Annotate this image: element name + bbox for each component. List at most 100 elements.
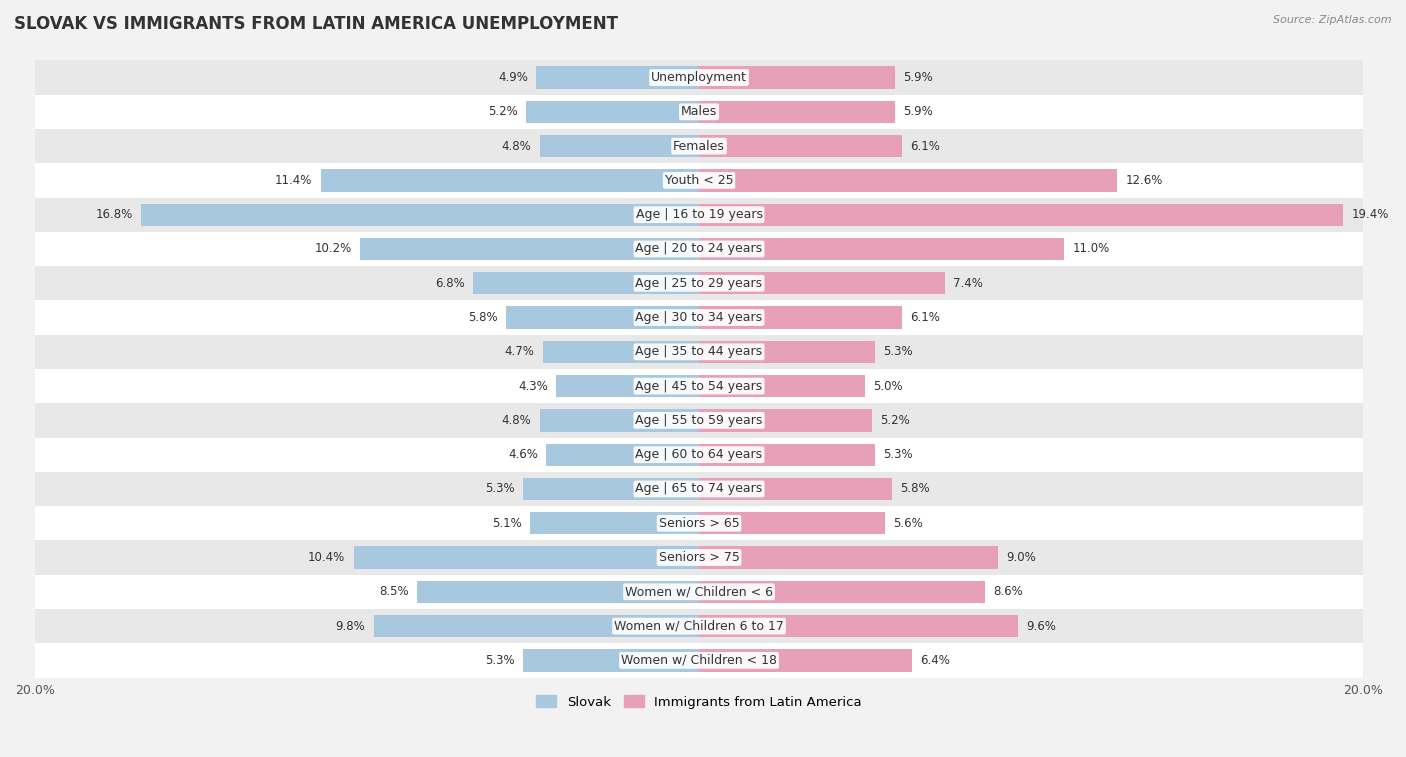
Text: 6.4%: 6.4%: [920, 654, 949, 667]
Bar: [699, 204, 1343, 226]
Text: 6.1%: 6.1%: [910, 311, 939, 324]
Text: 4.8%: 4.8%: [502, 414, 531, 427]
Text: 4.3%: 4.3%: [519, 379, 548, 393]
Text: 10.4%: 10.4%: [308, 551, 346, 564]
Text: 6.8%: 6.8%: [436, 277, 465, 290]
Text: 7.4%: 7.4%: [953, 277, 983, 290]
Text: 4.7%: 4.7%: [505, 345, 534, 358]
Bar: [35, 232, 1364, 266]
Bar: [35, 369, 1364, 403]
Legend: Slovak, Immigrants from Latin America: Slovak, Immigrants from Latin America: [531, 690, 868, 714]
Bar: [35, 643, 1364, 678]
Text: Seniors > 75: Seniors > 75: [658, 551, 740, 564]
Bar: [35, 438, 1364, 472]
Bar: [699, 238, 1064, 260]
Text: 8.6%: 8.6%: [993, 585, 1022, 598]
Text: Age | 45 to 54 years: Age | 45 to 54 years: [636, 379, 762, 393]
Bar: [474, 272, 699, 294]
Text: Age | 55 to 59 years: Age | 55 to 59 years: [636, 414, 762, 427]
Bar: [523, 650, 699, 671]
Text: Age | 65 to 74 years: Age | 65 to 74 years: [636, 482, 762, 496]
Bar: [536, 67, 699, 89]
Text: Seniors > 65: Seniors > 65: [658, 517, 740, 530]
Text: 4.8%: 4.8%: [502, 139, 531, 153]
Text: Males: Males: [681, 105, 717, 118]
Bar: [699, 375, 865, 397]
Text: 10.2%: 10.2%: [315, 242, 352, 255]
Text: Age | 35 to 44 years: Age | 35 to 44 years: [636, 345, 762, 358]
Bar: [699, 101, 896, 123]
Bar: [35, 164, 1364, 198]
Text: 4.6%: 4.6%: [508, 448, 538, 461]
Text: Age | 60 to 64 years: Age | 60 to 64 years: [636, 448, 762, 461]
Text: 8.5%: 8.5%: [378, 585, 409, 598]
Bar: [557, 375, 699, 397]
Bar: [35, 129, 1364, 164]
Text: 6.1%: 6.1%: [910, 139, 939, 153]
Bar: [699, 135, 901, 157]
Text: Unemployment: Unemployment: [651, 71, 747, 84]
Text: Youth < 25: Youth < 25: [665, 174, 734, 187]
Text: 11.0%: 11.0%: [1073, 242, 1109, 255]
Bar: [35, 609, 1364, 643]
Bar: [699, 67, 896, 89]
Bar: [35, 575, 1364, 609]
Bar: [526, 101, 699, 123]
Bar: [523, 478, 699, 500]
Bar: [699, 615, 1018, 637]
Bar: [547, 444, 699, 466]
Bar: [506, 307, 699, 329]
Text: 5.3%: 5.3%: [883, 345, 912, 358]
Text: 5.3%: 5.3%: [883, 448, 912, 461]
Text: Age | 30 to 34 years: Age | 30 to 34 years: [636, 311, 762, 324]
Bar: [699, 581, 984, 603]
Text: 5.0%: 5.0%: [873, 379, 903, 393]
Bar: [35, 472, 1364, 506]
Bar: [416, 581, 699, 603]
Text: Women w/ Children < 18: Women w/ Children < 18: [621, 654, 778, 667]
Text: 5.8%: 5.8%: [468, 311, 498, 324]
Bar: [699, 170, 1118, 192]
Bar: [35, 540, 1364, 575]
Bar: [540, 135, 699, 157]
Text: 12.6%: 12.6%: [1126, 174, 1163, 187]
Text: 5.6%: 5.6%: [893, 517, 924, 530]
Text: Age | 25 to 29 years: Age | 25 to 29 years: [636, 277, 762, 290]
Bar: [35, 198, 1364, 232]
Text: 9.0%: 9.0%: [1007, 551, 1036, 564]
Bar: [699, 272, 945, 294]
Bar: [35, 403, 1364, 438]
Bar: [35, 335, 1364, 369]
Bar: [699, 341, 875, 363]
Text: 5.3%: 5.3%: [485, 482, 515, 496]
Bar: [35, 95, 1364, 129]
Bar: [35, 506, 1364, 540]
Text: 9.8%: 9.8%: [336, 619, 366, 633]
Bar: [540, 410, 699, 431]
Text: 4.9%: 4.9%: [498, 71, 529, 84]
Text: Women w/ Children < 6: Women w/ Children < 6: [626, 585, 773, 598]
Bar: [699, 650, 911, 671]
Bar: [360, 238, 699, 260]
Bar: [699, 410, 872, 431]
Bar: [374, 615, 699, 637]
Text: 5.2%: 5.2%: [880, 414, 910, 427]
Bar: [354, 547, 699, 569]
Text: 16.8%: 16.8%: [96, 208, 134, 221]
Text: Females: Females: [673, 139, 725, 153]
Bar: [699, 307, 901, 329]
Text: Women w/ Children 6 to 17: Women w/ Children 6 to 17: [614, 619, 785, 633]
Text: Age | 20 to 24 years: Age | 20 to 24 years: [636, 242, 762, 255]
Bar: [321, 170, 699, 192]
Text: 5.9%: 5.9%: [903, 71, 934, 84]
Bar: [699, 478, 891, 500]
Bar: [35, 301, 1364, 335]
Bar: [699, 444, 875, 466]
Bar: [35, 61, 1364, 95]
Bar: [543, 341, 699, 363]
Bar: [699, 547, 998, 569]
Text: 5.1%: 5.1%: [492, 517, 522, 530]
Text: 19.4%: 19.4%: [1351, 208, 1389, 221]
Bar: [141, 204, 699, 226]
Bar: [530, 512, 699, 534]
